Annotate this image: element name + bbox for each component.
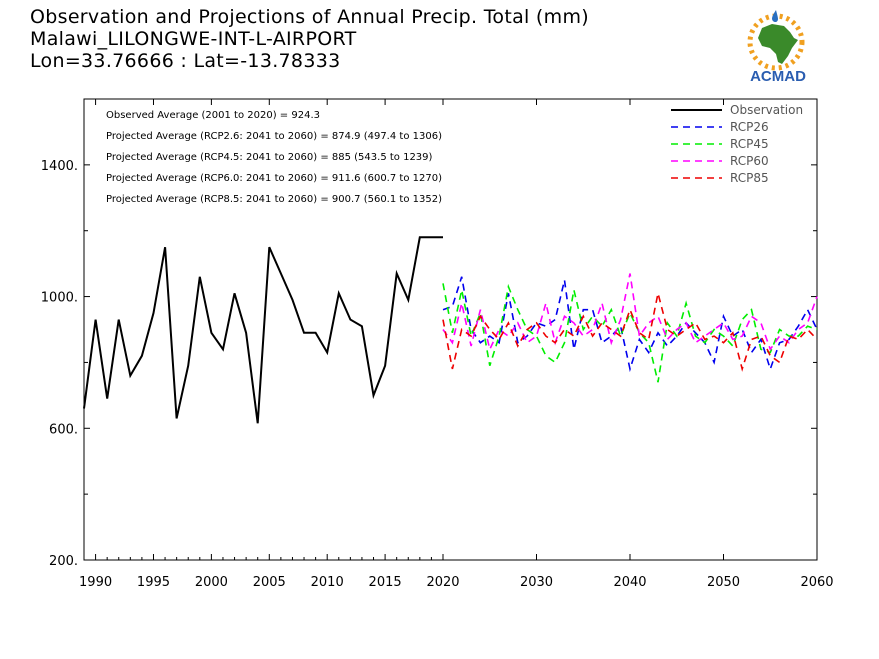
legend-label-rcp60: RCP60	[730, 154, 769, 168]
x-tick-label: 1990	[79, 575, 112, 590]
stat-rcp26: Projected Average (RCP2.6: 2041 to 2060)…	[106, 131, 442, 142]
x-tick-label: 2015	[369, 575, 402, 590]
chart-axes: 200. 600. 1000. 1400. 1990 1995 2000 2005 2010 20…	[41, 99, 834, 590]
x-tick-label: 2000	[195, 575, 228, 590]
stat-rcp60: Projected Average (RCP6.0: 2041 to 2060)…	[106, 173, 442, 184]
x-tick-label: 1995	[137, 575, 170, 590]
acmad-logo: ACMAD	[747, 10, 806, 84]
stat-rcp85: Projected Average (RCP8.5: 2041 to 2060)…	[106, 194, 442, 205]
plot-frame	[83, 98, 818, 561]
x-tick-label: 2050	[707, 575, 740, 590]
y-tick-label: 200.	[49, 554, 78, 569]
station-name: Malawi_LILONGWE-INT-L-AIRPORT	[30, 28, 357, 50]
chart-series	[83, 236, 818, 424]
y-tick-label: 1400.	[41, 159, 78, 174]
x-tick-label: 2010	[311, 575, 344, 590]
legend-label-observation: Observation	[730, 103, 803, 117]
stat-rcp45: Projected Average (RCP4.5: 2041 to 2060)…	[106, 152, 433, 163]
series-line-rcp60	[442, 273, 818, 352]
x-tick-label: 2005	[253, 575, 286, 590]
x-tick-label: 2020	[426, 575, 459, 590]
series-line-rcp85	[442, 293, 818, 372]
series-line-observation	[83, 236, 443, 424]
y-tick-label: 600.	[49, 422, 78, 437]
stat-observed: Observed Average (2001 to 2020) = 924.3	[106, 110, 320, 121]
stats-box: Observed Average (2001 to 2020) = 924.3 …	[106, 110, 442, 205]
chart-title: Observation and Projections of Annual Pr…	[30, 6, 589, 28]
acmad-logo-text: ACMAD	[750, 68, 806, 84]
chart-legend: Observation RCP26 RCP45 RCP60 RCP85	[671, 103, 803, 185]
y-tick-label: 1000.	[41, 291, 78, 306]
chart-header: Observation and Projections of Annual Pr…	[30, 6, 589, 72]
x-tick-label: 2060	[800, 575, 833, 590]
legend-label-rcp45: RCP45	[730, 137, 769, 151]
legend-label-rcp26: RCP26	[730, 120, 769, 134]
legend-label-rcp85: RCP85	[730, 171, 769, 185]
africa-map-icon	[758, 24, 798, 64]
station-coordinates: Lon=33.76666 : Lat=-13.78333	[30, 50, 341, 72]
x-tick-label: 2030	[520, 575, 553, 590]
series-line-rcp26	[442, 276, 818, 373]
series-line-rcp45	[442, 283, 818, 383]
water-drop-icon	[772, 10, 778, 23]
x-tick-label: 2040	[613, 575, 646, 590]
